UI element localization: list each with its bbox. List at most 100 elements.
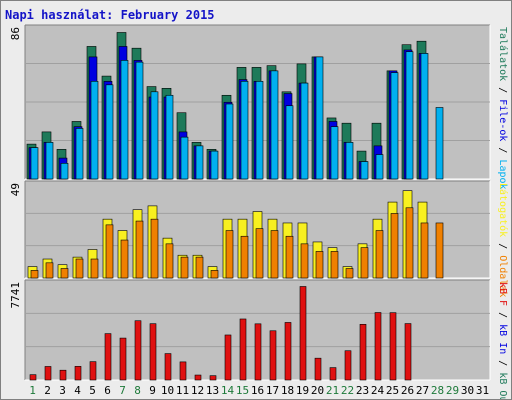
bar-lapok-day-24	[375, 154, 384, 180]
bar-oldalak-day-4	[75, 258, 84, 279]
bar-kbf-day-24	[374, 312, 382, 381]
x-tick-label: 24	[371, 384, 385, 397]
x-tick-label: 1	[29, 384, 36, 397]
bar-kbf-day-6	[104, 333, 112, 381]
bar-lapok-day-16	[255, 81, 264, 180]
bar-lapok-day-25	[390, 72, 399, 180]
x-tick-label: 6	[104, 384, 111, 397]
bar-oldalak-day-21	[330, 251, 339, 279]
bar-lapok-day-1	[30, 147, 39, 180]
bar-lapok-day-19	[300, 82, 309, 180]
bar-oldalak-day-19	[300, 243, 309, 279]
bar-oldalak-day-13	[210, 270, 219, 279]
bar-kbf-day-16	[254, 323, 262, 381]
bar-kbf-day-11	[179, 361, 187, 381]
legend-part: /	[497, 237, 508, 255]
bar-kbf-day-5	[89, 361, 97, 381]
bar-kbf-day-14	[224, 334, 232, 381]
bar-lapok-day-26	[405, 51, 414, 180]
bar-lapok-day-23	[360, 161, 369, 180]
bar-kbf-day-25	[389, 312, 397, 381]
y-max-label: 7741	[9, 282, 22, 309]
bar-kbf-day-2	[44, 366, 52, 381]
bar-oldalak-day-17	[270, 230, 279, 279]
bar-oldalak-day-8	[135, 220, 144, 279]
bar-lapok-day-17	[270, 70, 279, 180]
bar-oldalak-day-24	[375, 230, 384, 279]
bar-lapok-day-5	[90, 81, 99, 180]
bar-oldalak-day-11	[180, 256, 189, 279]
bar-lapok-day-13	[210, 150, 219, 180]
bar-kbf-day-4	[74, 366, 82, 381]
bar-lapok-day-14	[225, 103, 234, 180]
bar-oldalak-day-7	[120, 239, 129, 279]
bar-lapok-day-28	[435, 107, 444, 180]
bar-kbf-day-1	[29, 374, 37, 381]
bar-lapok-day-15	[240, 81, 249, 180]
x-tick-label: 12	[191, 384, 204, 397]
x-tick-label: 3	[59, 384, 66, 397]
x-tick-label: 7	[119, 384, 126, 397]
x-tick-label: 11	[176, 384, 189, 397]
bar-oldalak-day-22	[345, 268, 354, 279]
legend-part: /	[497, 354, 508, 372]
x-tick-label: 28	[431, 384, 444, 397]
x-tick-label: 30	[461, 384, 474, 397]
series-legend-label: kB F / kB In / kB Out	[497, 282, 508, 399]
bar-lapok-day-12	[195, 145, 204, 180]
bar-lapok-day-3	[60, 163, 69, 180]
x-tick-label: 13	[206, 384, 219, 397]
bar-kbf-day-12	[194, 374, 202, 381]
bar-kbf-day-10	[164, 353, 172, 381]
x-tick-label: 25	[386, 384, 399, 397]
legend-part: /	[497, 81, 508, 99]
series-legend-label: Látogatók / Oldalak	[497, 183, 509, 297]
bar-kbf-day-13	[209, 375, 217, 381]
x-tick-label: 27	[416, 384, 429, 397]
bar-oldalak-day-3	[60, 268, 69, 279]
legend-part: Lapok	[497, 159, 508, 189]
x-tick-label: 18	[281, 384, 294, 397]
bar-oldalak-day-1	[30, 270, 39, 279]
bar-oldalak-day-10	[165, 243, 174, 279]
bar-kbf-day-18	[284, 322, 292, 381]
bar-oldalak-day-2	[45, 262, 54, 279]
x-tick-label: 8	[134, 384, 141, 397]
x-tick-label: 16	[251, 384, 264, 397]
x-tick-label: 5	[89, 384, 96, 397]
bar-oldalak-day-15	[240, 235, 249, 279]
bar-lapok-day-2	[45, 142, 54, 180]
legend-part: Találatok	[497, 27, 509, 81]
x-tick-label: 4	[74, 384, 81, 397]
legend-part: Látogatók	[497, 183, 509, 237]
bar-oldalak-day-9	[150, 218, 159, 279]
bar-kbf-day-17	[269, 330, 277, 381]
x-tick-label: 17	[266, 384, 279, 397]
bar-oldalak-day-16	[255, 228, 264, 279]
bar-lapok-day-20	[315, 56, 324, 180]
bar-oldalak-day-25	[390, 213, 399, 279]
bar-oldalak-day-14	[225, 230, 234, 279]
bar-lapok-day-7	[120, 60, 129, 180]
x-tick-label: 9	[149, 384, 156, 397]
bar-lapok-day-8	[135, 61, 144, 180]
bar-kbf-day-7	[119, 337, 127, 381]
bar-kbf-day-3	[59, 369, 67, 381]
x-tick-label: 26	[401, 384, 414, 397]
x-tick-label: 23	[356, 384, 369, 397]
bar-oldalak-day-20	[315, 251, 324, 279]
bar-oldalak-day-23	[360, 247, 369, 279]
y-max-label: 49	[9, 183, 22, 196]
bar-kbf-day-22	[344, 350, 352, 381]
bar-lapok-day-22	[345, 142, 354, 180]
legend-part: File-ok	[497, 99, 508, 141]
bar-kbf-day-9	[149, 323, 157, 381]
bar-lapok-day-4	[75, 128, 84, 180]
x-tick-label: 20	[311, 384, 324, 397]
bar-oldalak-day-27	[420, 222, 429, 279]
bar-lapok-day-18	[285, 105, 294, 180]
bar-lapok-day-11	[180, 136, 189, 180]
y-max-label: 86	[9, 27, 22, 40]
